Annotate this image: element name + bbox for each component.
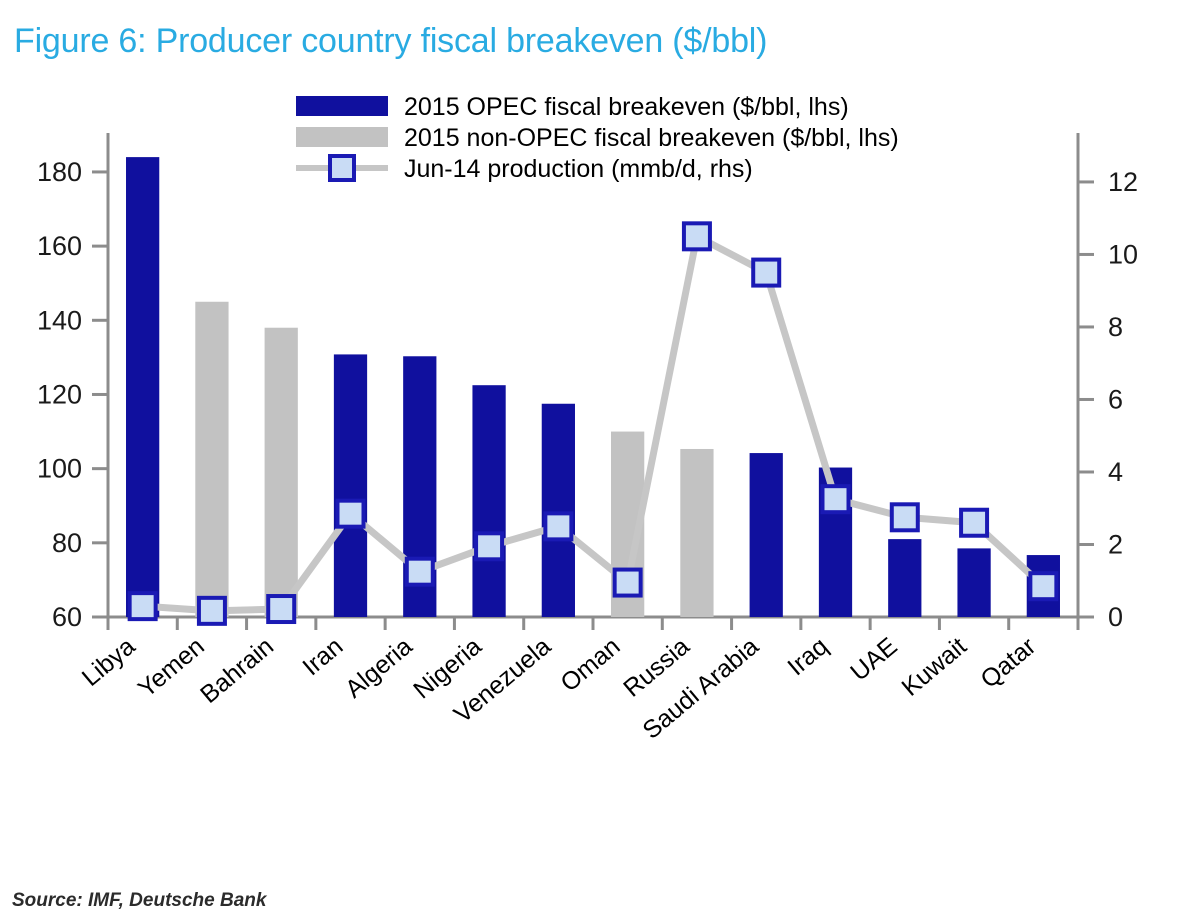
y-axis-left-tick-label: 100 <box>37 454 82 484</box>
line-marker <box>404 556 435 587</box>
category-label: Iraq <box>782 632 833 681</box>
bar <box>126 157 160 617</box>
line-marker <box>820 484 851 515</box>
chart-line-markers <box>127 221 1059 626</box>
category-label: Iran <box>297 632 348 681</box>
y-axis-right-tick-label: 8 <box>1108 312 1123 342</box>
y-axis-right-tick-label: 2 <box>1108 529 1123 559</box>
line-marker <box>889 502 920 533</box>
line-marker <box>335 498 366 529</box>
y-axis-right-tick-label: 12 <box>1108 167 1138 197</box>
bar <box>195 301 229 617</box>
y-axis-right-tick-label: 4 <box>1108 457 1123 487</box>
y-axis-right-tick-label: 0 <box>1108 602 1123 632</box>
line-marker <box>1028 571 1059 602</box>
line-marker <box>196 595 227 626</box>
line-marker <box>612 567 643 598</box>
bar <box>680 448 714 617</box>
y-axis-left-tick-label: 120 <box>37 379 82 409</box>
line-marker <box>543 511 574 542</box>
chart-legend: 2015 OPEC fiscal breakeven ($/bbl, lhs) 2… <box>296 93 899 183</box>
bar <box>472 385 506 617</box>
line-marker <box>681 221 712 252</box>
line-marker <box>266 594 297 625</box>
legend-label: 2015 OPEC fiscal breakeven ($/bbl, lhs) <box>404 93 849 121</box>
category-label: Libya <box>77 632 141 692</box>
bar <box>264 327 298 617</box>
legend-swatch <box>296 127 388 147</box>
bar <box>749 453 783 617</box>
source-note: Source: IMF, Deutsche Bank <box>12 890 267 911</box>
bar <box>541 403 575 617</box>
y-axis-left-tick-label: 180 <box>37 157 82 187</box>
y-axis-left-tick-label: 160 <box>37 231 82 261</box>
category-label: Bahrain <box>195 632 279 709</box>
y-axis-left-tick-label: 60 <box>52 602 82 632</box>
category-label: Algeria <box>340 632 418 704</box>
y-axis-right-tick-label: 10 <box>1108 239 1138 269</box>
line-marker <box>751 257 782 288</box>
category-label: Oman <box>555 632 625 697</box>
legend-label: Jun-14 production (mmb/d, rhs) <box>404 155 753 183</box>
chart-canvas: 2015 OPEC fiscal breakeven ($/bbl, lhs) 2… <box>37 93 1138 745</box>
line-marker <box>127 591 158 622</box>
y-axis-right-tick-label: 6 <box>1108 384 1123 414</box>
bar <box>957 548 991 617</box>
legend-marker-icon <box>328 154 356 182</box>
category-label: UAE <box>845 632 902 686</box>
chart-axes: 60 80 100 120 140 160 180 0 2 4 6 8 10 12 <box>37 133 1138 632</box>
line-marker <box>474 531 505 562</box>
chart-bars <box>126 157 1060 617</box>
legend-label: 2015 non-OPEC fiscal breakeven ($/bbl, l… <box>404 124 899 152</box>
y-axis-left-tick-label: 80 <box>52 528 82 558</box>
page-title: Figure 6: Producer country fiscal breake… <box>14 22 768 60</box>
bar <box>888 539 922 617</box>
line-marker <box>959 507 990 538</box>
bar <box>333 354 368 617</box>
category-label: Qatar <box>975 632 1041 694</box>
y-axis-left-tick-label: 140 <box>37 305 82 335</box>
legend-swatch <box>296 96 388 116</box>
category-label: Kuwait <box>896 632 972 702</box>
